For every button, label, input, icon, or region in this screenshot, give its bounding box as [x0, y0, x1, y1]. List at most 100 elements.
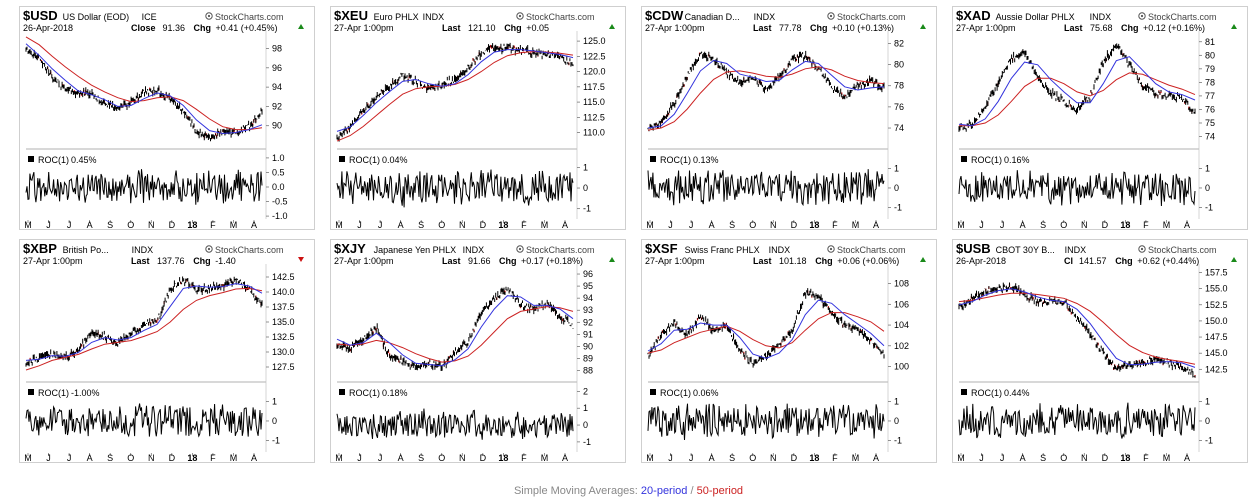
price-tick-label: 89: [583, 353, 593, 363]
x-tick-label: 18: [809, 453, 819, 463]
roc-value: -1.00%: [71, 388, 100, 398]
chart-date: 27-Apr 1:00pm: [645, 23, 705, 33]
chart-symbol: $USB: [956, 241, 991, 256]
sma50-line: [25, 36, 263, 131]
x-tick-label: J: [979, 453, 984, 463]
x-tick-label: A: [1020, 220, 1026, 230]
price-tick-label: 82: [894, 38, 904, 48]
x-tick-label: D: [169, 220, 176, 230]
chart-panel-usb[interactable]: $USB CBOT 30Y B... INDX StockCharts.com 26-A…: [952, 239, 1248, 463]
price-bars: [647, 50, 885, 132]
x-tick-label: N: [459, 220, 466, 230]
chart-watermark: StockCharts.com: [526, 245, 595, 255]
roc-line: [336, 408, 574, 440]
chart-chg: +0.17 (+0.18%): [521, 256, 583, 266]
chart-exchange: INDX: [463, 245, 485, 255]
sma20-line: [958, 288, 1196, 368]
watermark-icon: [516, 12, 524, 20]
x-tick-label: 18: [498, 453, 508, 463]
x-tick-label: S: [1040, 220, 1046, 230]
chart-name: Canadian D...: [685, 12, 740, 22]
price-tick-label: 92: [583, 317, 593, 327]
roc-line: [958, 170, 1196, 207]
price-tick-label: 77: [1205, 91, 1215, 101]
price-tick-label: 110.0: [583, 128, 605, 138]
x-tick-label: J: [668, 453, 673, 463]
chart-chg-label: Chg: [810, 23, 828, 33]
x-tick-label: A: [1184, 453, 1190, 463]
price-tick-label: 120.0: [583, 67, 606, 77]
roc-legend-marker: [961, 156, 967, 162]
sma50-line: [336, 50, 574, 142]
chart-date: 26-Apr-2018: [23, 23, 73, 33]
x-tick-label: A: [251, 220, 257, 230]
x-tick-label: S: [1040, 453, 1046, 463]
roc-value: 0.45%: [71, 155, 97, 165]
chart-chg-label: Chg: [504, 23, 522, 33]
sma20-line: [647, 59, 885, 129]
price-bars: [647, 288, 885, 368]
x-tick-label: J: [46, 453, 51, 463]
chart-last: 91.66: [468, 256, 491, 266]
price-tick-label: 74: [894, 123, 904, 133]
price-tick-label: 91: [583, 329, 593, 339]
x-tick-label: N: [459, 453, 466, 463]
roc-tick-label: -1: [583, 204, 591, 214]
x-tick-label: F: [1143, 220, 1149, 230]
x-tick-label: F: [210, 453, 216, 463]
chart-panel-xsf[interactable]: $XSF Swiss Franc PHLX INDX StockCharts.com 2…: [641, 239, 937, 463]
x-tick-label: N: [1081, 220, 1088, 230]
chart-panel-cdw[interactable]: $CDW Canadian D... INDX StockCharts.com 27-A…: [641, 6, 937, 230]
x-tick-label: F: [832, 453, 838, 463]
x-tick-label: M: [335, 220, 343, 230]
chart-watermark: StockCharts.com: [1148, 12, 1217, 22]
x-tick-label: J: [1000, 453, 1005, 463]
watermark-icon: [1138, 12, 1146, 20]
roc-value: 0.16%: [1004, 155, 1030, 165]
x-tick-label: A: [87, 220, 93, 230]
chart-panel-xbp[interactable]: $XBP British Po... INDX StockCharts.com 27-A…: [19, 239, 315, 463]
roc-tick-label: 1.0: [272, 153, 285, 163]
chart-panel-usd[interactable]: $USD US Dollar (EOD) ICE StockCharts.com 26-…: [19, 6, 315, 230]
chart-svg-xbp: $XBP British Po... INDX StockCharts.com 27-A…: [23, 241, 304, 463]
x-tick-label: D: [791, 453, 798, 463]
x-tick-label: F: [210, 220, 216, 230]
chart-panel-xad[interactable]: $XAD Aussie Dollar PHLX INDX StockCharts.co…: [952, 6, 1248, 230]
sma50-line: [647, 66, 885, 131]
x-tick-label: J: [668, 220, 673, 230]
change-up-icon: [920, 24, 926, 29]
price-bars: [336, 286, 574, 371]
roc-label: ROC(1): [349, 155, 380, 165]
chart-exchange: ICE: [142, 12, 157, 22]
price-tick-label: 75: [1205, 118, 1215, 128]
x-tick-label: A: [873, 453, 879, 463]
price-tick-label: 96: [583, 269, 593, 279]
x-tick-label: J: [357, 220, 362, 230]
watermark-icon: [827, 12, 835, 20]
sma50-line: [958, 292, 1196, 365]
watermark-icon: [1138, 245, 1146, 253]
change-up-icon: [609, 24, 615, 29]
chart-exchange: INDX: [769, 245, 791, 255]
roc-value: 0.13%: [693, 155, 719, 165]
x-tick-label: A: [709, 220, 715, 230]
price-series: [25, 276, 263, 367]
roc-tick-label: -0.5: [272, 197, 288, 207]
sma50-line: [959, 72, 1196, 127]
x-tick-label: A: [1020, 453, 1026, 463]
x-tick-label: M: [230, 453, 238, 463]
roc-label: ROC(1): [971, 388, 1002, 398]
chart-panel-xeu[interactable]: $XEU Euro PHLX INDX StockCharts.com 27-Apr 1…: [330, 6, 626, 230]
x-tick-label: O: [1060, 453, 1067, 463]
price-tick-label: 95: [583, 281, 593, 291]
price-tick-label: 115.0: [583, 97, 605, 107]
price-tick-label: 122.5: [583, 51, 606, 61]
chart-chg-label: Chg: [499, 256, 517, 266]
chart-watermark: StockCharts.com: [215, 245, 284, 255]
price-tick-label: 78: [894, 81, 904, 91]
chart-panel-xjy[interactable]: $XJY Japanese Yen PHLX INDX StockCharts.com…: [330, 239, 626, 463]
price-tick-label: 90: [272, 121, 282, 131]
chart-svg-xeu: $XEU Euro PHLX INDX StockCharts.com 27-Apr 1…: [334, 8, 615, 230]
chart-name: Aussie Dollar PHLX: [996, 12, 1075, 22]
chart-date: 27-Apr 1:00pm: [645, 256, 705, 266]
